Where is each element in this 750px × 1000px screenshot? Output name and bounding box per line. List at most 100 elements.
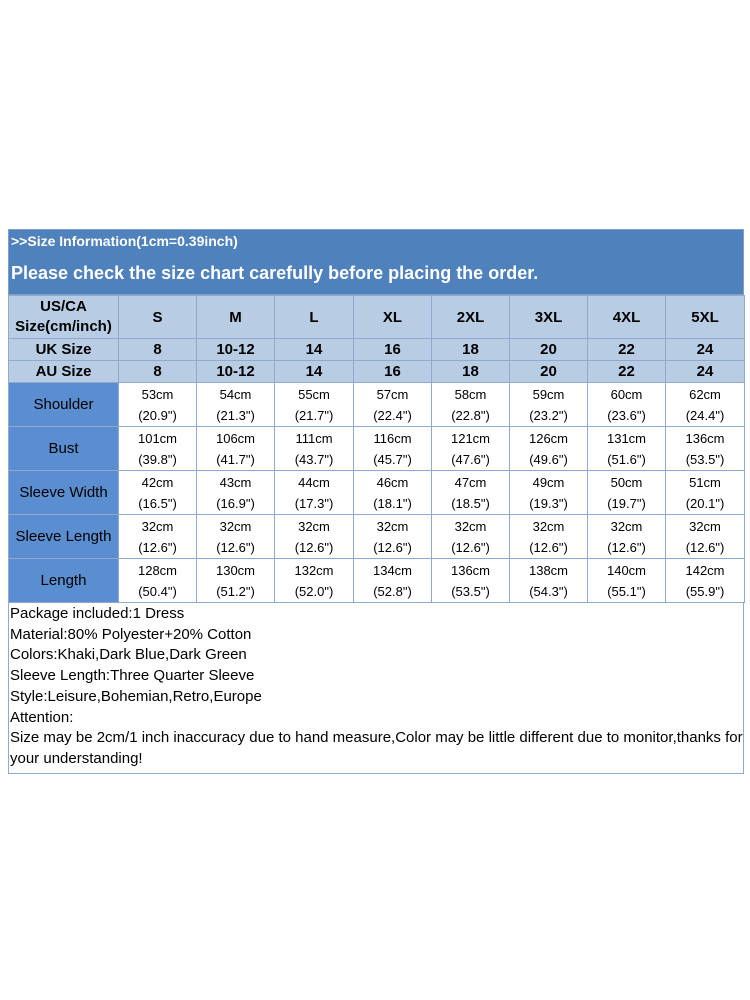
inch-value: (21.3"): [216, 407, 255, 423]
band-value: 20: [509, 338, 588, 361]
measurement-cell: 59cm (23.2"): [509, 382, 588, 427]
cm-value: 32cm: [532, 518, 565, 534]
measurement-cell: 46cm (18.1"): [353, 470, 432, 515]
size-header-3xl: 3XL: [509, 295, 588, 339]
band-row: AU Size 8 10-12 14 16 18 20 22 24: [8, 360, 745, 383]
cm-value: 140cm: [606, 562, 647, 578]
measurement-cell: 142cm (55.9"): [665, 558, 745, 603]
measurement-cell: 134cm (52.8"): [353, 558, 432, 603]
band-value: 22: [587, 338, 666, 361]
cm-value: 58cm: [454, 386, 487, 402]
inch-value: (21.7"): [294, 407, 334, 423]
inch-value: (22.8"): [451, 407, 490, 423]
band-value: 24: [665, 338, 745, 361]
size-header-l: L: [274, 295, 354, 339]
measurement-cell: 51cm (20.1"): [665, 470, 745, 515]
inch-value: (12.6"): [216, 539, 255, 555]
note-line: Sleeve Length:Three Quarter Sleeve: [10, 667, 255, 685]
measurement-cell: 128cm (50.4"): [118, 558, 197, 603]
measurement-label: Sleeve Width: [8, 470, 119, 515]
measurement-cell: 132cm (52.0"): [274, 558, 354, 603]
band-row: UK Size 8 10-12 14 16 18 20 22 24: [8, 338, 745, 361]
measurement-cell: 58cm (22.8"): [431, 382, 510, 427]
measurement-row: Sleeve Length 32cm (12.6") 32cm (12.6") 32cm (…: [8, 514, 745, 559]
measurement-cell: 62cm (24.4"): [665, 382, 745, 427]
cm-value: 49cm: [532, 474, 565, 490]
cm-value: 134cm: [372, 562, 413, 578]
inch-value: (20.9"): [138, 407, 177, 423]
size-chart: >>Size Information(1cm=0.39inch) Please …: [8, 229, 745, 774]
measurement-cell: 126cm (49.6"): [509, 426, 588, 471]
cm-value: 53cm: [141, 386, 174, 402]
cm-value: 32cm: [298, 518, 330, 534]
measurement-cell: 111cm (43.7"): [274, 426, 354, 471]
inch-value: (20.1"): [685, 495, 725, 511]
measurement-label: Sleeve Length: [8, 514, 119, 559]
inch-value: (16.5"): [138, 495, 177, 511]
measurement-cell: 44cm (17.3"): [274, 470, 354, 515]
inch-value: (19.3"): [529, 495, 568, 511]
cm-value: 32cm: [689, 518, 721, 534]
measurement-row: Length 128cm (50.4") 130cm (51.2") 132cm (52.0…: [8, 558, 745, 603]
inch-value: (12.6"): [451, 539, 490, 555]
measurement-cell: 60cm (23.6"): [587, 382, 666, 427]
size-header-m: M: [196, 295, 275, 339]
cm-value: 131cm: [606, 430, 647, 446]
band-value: 16: [353, 338, 432, 361]
measurement-row: Sleeve Width 42cm (16.5") 43cm (16.9") 44cm (1…: [8, 470, 745, 515]
band-value: 20: [509, 360, 588, 383]
inch-value: (55.1"): [607, 583, 646, 599]
corner-cell: US/CA Size(cm/inch): [8, 295, 119, 339]
cm-value: 32cm: [141, 518, 174, 534]
measurement-cell: 140cm (55.1"): [587, 558, 666, 603]
inch-value: (12.6"): [529, 539, 568, 555]
inch-value: (55.9"): [685, 583, 725, 599]
measurement-cell: 53cm (20.9"): [118, 382, 197, 427]
cm-value: 54cm: [219, 386, 252, 402]
cm-value: 59cm: [532, 386, 565, 402]
band-value: 14: [274, 360, 354, 383]
cm-value: 32cm: [376, 518, 409, 534]
inch-value: (39.8"): [138, 451, 177, 467]
inch-value: (52.8"): [373, 583, 412, 599]
band-value: 18: [431, 360, 510, 383]
measurement-cell: 130cm (51.2"): [196, 558, 275, 603]
inch-value: (24.4"): [685, 407, 725, 423]
measurement-cell: 55cm (21.7"): [274, 382, 354, 427]
inch-value: (22.4"): [373, 407, 412, 423]
band-label: AU Size: [8, 360, 119, 383]
cm-value: 142cm: [685, 562, 725, 578]
measurement-cell: 136cm (53.5"): [665, 426, 745, 471]
cm-value: 111cm: [295, 430, 333, 446]
measurement-cell: 131cm (51.6"): [587, 426, 666, 471]
inch-value: (49.6"): [529, 451, 568, 467]
measurement-cell: 50cm (19.7"): [587, 470, 666, 515]
measurement-cell: 32cm (12.6"): [353, 514, 432, 559]
size-header-4xl: 4XL: [587, 295, 666, 339]
band-label: UK Size: [8, 338, 119, 361]
cm-value: 51cm: [689, 474, 721, 490]
measurement-cell: 57cm (22.4"): [353, 382, 432, 427]
measurement-cell: 32cm (12.6"): [431, 514, 510, 559]
measurement-cell: 54cm (21.3"): [196, 382, 275, 427]
inch-value: (23.6"): [607, 407, 646, 423]
band-value: 10-12: [196, 360, 275, 383]
measurement-cell: 32cm (12.6"): [196, 514, 275, 559]
size-table: US/CA Size(cm/inch) S M L XL 2XL 3XL 4XL 5XL UK…: [8, 295, 745, 603]
measurement-cell: 116cm (45.7"): [353, 426, 432, 471]
inch-value: (54.3"): [529, 583, 568, 599]
inch-value: (45.7"): [373, 451, 412, 467]
inch-value: (41.7"): [216, 451, 255, 467]
measurement-cell: 49cm (19.3"): [509, 470, 588, 515]
measurement-cell: 136cm (53.5"): [431, 558, 510, 603]
measurement-cell: 32cm (12.6"): [118, 514, 197, 559]
cm-value: 138cm: [528, 562, 569, 578]
cm-value: 42cm: [141, 474, 174, 490]
inch-value: (18.1"): [373, 495, 412, 511]
inch-value: (12.6"): [685, 539, 725, 555]
note-line: Material:80% Polyester+20% Cotton: [10, 625, 252, 643]
cm-value: 50cm: [610, 474, 643, 490]
cm-value: 44cm: [298, 474, 330, 490]
measurement-cell: 106cm (41.7"): [196, 426, 275, 471]
cm-value: 136cm: [685, 430, 725, 446]
